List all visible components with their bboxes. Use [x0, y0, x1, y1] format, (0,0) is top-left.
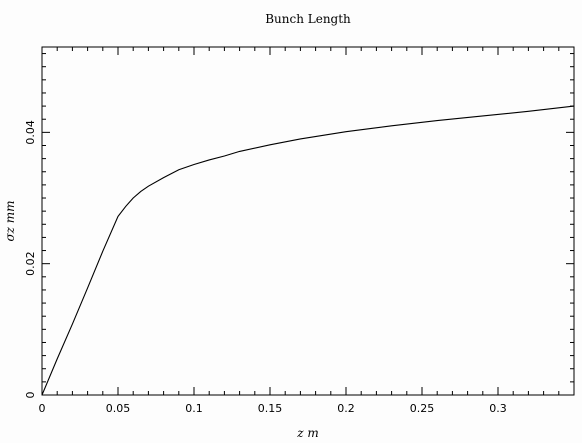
y-tick-label: 0.02 [24, 251, 37, 276]
chart-title: Bunch Length [265, 12, 351, 26]
axis-ticks [41, 47, 575, 396]
y-tick-label: 0.04 [24, 120, 37, 145]
x-axis-label: z m [296, 426, 319, 440]
x-tick-label: 0.2 [337, 402, 355, 415]
y-tick-label: 0 [24, 392, 37, 399]
axis-tick-labels: 0 0.05 0.1 0.15 0.2 0.25 0.3 0 0.02 0.04 [24, 120, 507, 415]
x-tick-label: 0 [39, 402, 46, 415]
x-tick-label: 0.25 [410, 402, 435, 415]
y-axis-label: σz mm [3, 200, 17, 241]
x-tick-label: 0.05 [106, 402, 131, 415]
x-tick-label: 0.15 [258, 402, 283, 415]
plot-frame [41, 46, 575, 396]
x-tick-label: 0.1 [185, 402, 203, 415]
series-line [41, 105, 575, 396]
x-tick-label: 0.3 [489, 402, 507, 415]
